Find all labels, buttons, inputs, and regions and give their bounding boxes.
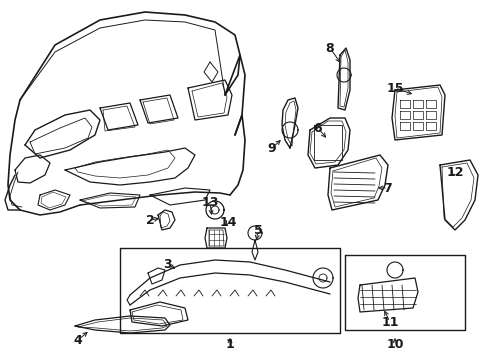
Text: 14: 14: [219, 216, 236, 229]
Text: 10: 10: [386, 338, 403, 351]
Text: 12: 12: [446, 166, 463, 179]
Text: 8: 8: [325, 41, 334, 54]
Text: 4: 4: [74, 333, 82, 346]
Text: 6: 6: [313, 122, 322, 135]
Text: 13: 13: [201, 195, 218, 208]
Text: 2: 2: [145, 213, 154, 226]
Text: 5: 5: [253, 224, 262, 237]
Text: 3: 3: [163, 258, 172, 271]
Text: 7: 7: [383, 181, 391, 194]
Text: 1: 1: [225, 338, 234, 351]
Text: 9: 9: [267, 141, 276, 154]
Text: 15: 15: [386, 81, 403, 94]
Text: 11: 11: [381, 315, 398, 328]
